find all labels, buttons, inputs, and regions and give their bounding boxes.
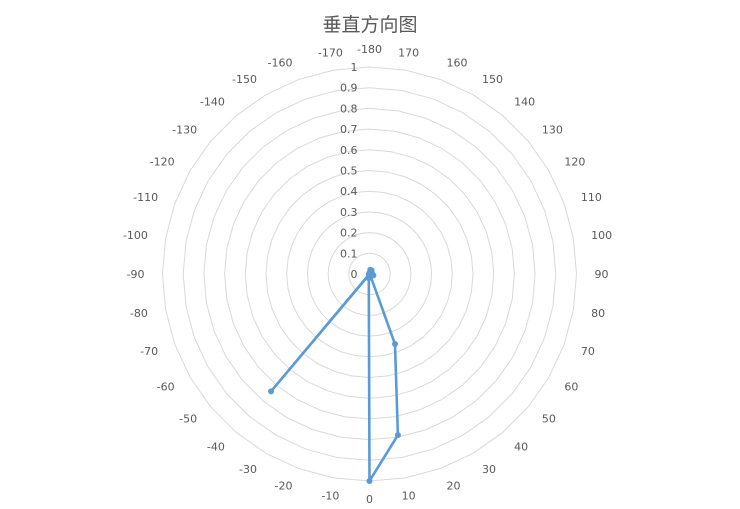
- radial-tick-label: 0: [351, 268, 358, 281]
- angle-tick-label: 10: [402, 490, 416, 503]
- grid-ring: [306, 211, 433, 337]
- grid-ring: [161, 66, 578, 482]
- angle-tick-label: -10: [321, 490, 339, 503]
- grid-ring: [286, 190, 453, 358]
- radial-axis-labels: 0 0.1 0.2 0.3 0.4 0.5 0.6 0.7 0.8 0.9 1: [340, 61, 358, 281]
- grid-ring: [203, 107, 536, 441]
- angle-tick-label: 50: [542, 413, 556, 426]
- angle-tick-label: 20: [447, 479, 461, 492]
- radial-tick-label: 0.4: [340, 185, 358, 198]
- angle-tick-label: 150: [482, 73, 503, 86]
- angle-tick-label: -170: [318, 46, 343, 59]
- angle-tick-label: -120: [150, 156, 175, 169]
- angle-tick-label: 170: [398, 46, 419, 59]
- angle-tick-label: 80: [591, 307, 605, 320]
- angle-tick-label: -110: [133, 191, 158, 204]
- radial-tick-label: 0.6: [340, 144, 358, 157]
- data-point: [268, 388, 275, 395]
- grid-ring: [348, 252, 391, 296]
- angle-axis-labels: 0 -10 -20 -30 -40 -50 -60 -70 -80 -90 -100 -110 -120…: [123, 43, 612, 506]
- angle-tick-label: -80: [130, 307, 148, 320]
- angle-tick-label: -50: [179, 413, 197, 426]
- grid-ring: [265, 169, 474, 379]
- angle-tick-label: -130: [172, 123, 197, 136]
- angle-tick-label: 0: [366, 493, 373, 506]
- angle-tick-label: -30: [239, 463, 257, 476]
- angle-tick-label: 130: [542, 123, 563, 136]
- data-point: [391, 341, 398, 348]
- angle-tick-label: -150: [232, 73, 257, 86]
- chart-title: 垂直方向图: [322, 14, 418, 36]
- angle-tick-label: -70: [140, 345, 158, 358]
- angle-tick-label: 110: [581, 191, 602, 204]
- angle-tick-label: 120: [564, 156, 585, 169]
- angle-tick-label: -60: [157, 381, 175, 394]
- data-point: [367, 272, 374, 279]
- angle-tick-label: 40: [514, 440, 528, 453]
- angle-tick-label: 70: [581, 345, 595, 358]
- angle-tick-label: 90: [595, 268, 609, 281]
- radial-tick-label: 0.1: [340, 247, 358, 260]
- radial-tick-label: 0.9: [340, 82, 358, 95]
- angle-tick-label: -100: [123, 229, 148, 242]
- angle-tick-label: -40: [207, 440, 225, 453]
- angle-tick-label: -20: [275, 479, 293, 492]
- radial-tick-label: 1: [351, 61, 358, 74]
- angle-tick-label: -180: [357, 43, 382, 56]
- grid-ring: [182, 87, 557, 461]
- radial-tick-label: 0.8: [340, 102, 358, 115]
- radial-tick-label: 0.5: [340, 165, 358, 178]
- angle-tick-label: 100: [591, 229, 612, 242]
- angle-tick-label: -160: [268, 57, 293, 70]
- series-layer: [268, 266, 401, 484]
- angle-tick-label: 60: [564, 381, 578, 394]
- radial-tick-label: 0.3: [340, 206, 358, 219]
- angle-tick-label: 160: [447, 57, 468, 70]
- data-point: [394, 432, 401, 439]
- angle-tick-label: -90: [127, 268, 145, 281]
- radar-grid: [161, 66, 578, 482]
- data-point: [366, 478, 373, 484]
- radial-tick-label: 0.2: [340, 227, 358, 240]
- series-line: [269, 268, 400, 483]
- grid-ring: [244, 149, 495, 399]
- grid-ring: [327, 232, 412, 316]
- angle-tick-label: 30: [482, 463, 496, 476]
- angle-tick-label: -140: [200, 96, 225, 109]
- angle-tick-label: 140: [514, 96, 535, 109]
- radial-tick-label: 0.7: [340, 123, 358, 136]
- grid-ring: [224, 128, 515, 420]
